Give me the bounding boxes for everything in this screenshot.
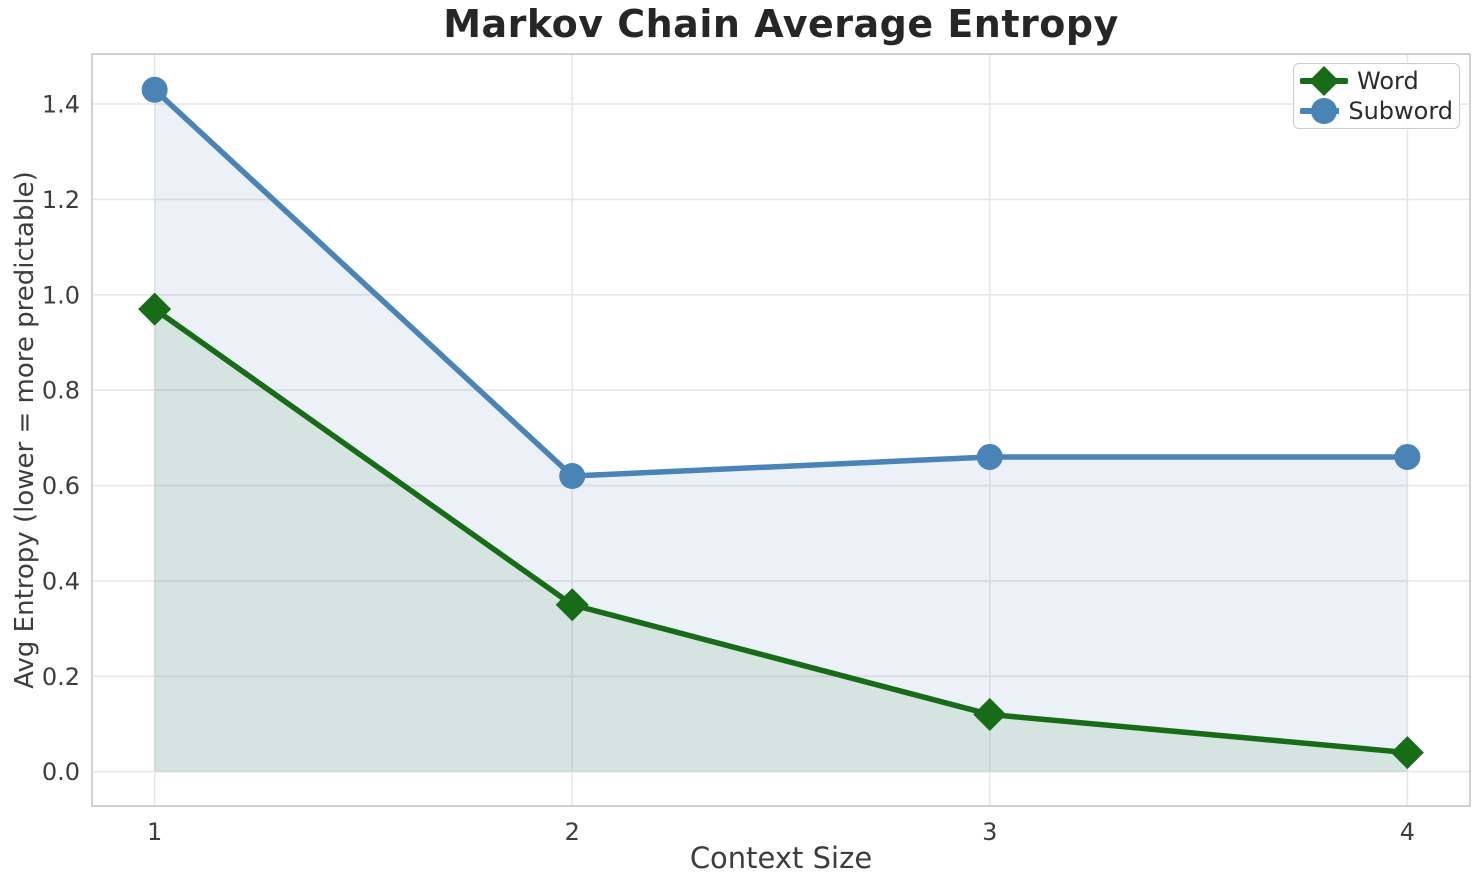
svg-text:0.0: 0.0 <box>42 758 80 786</box>
subword-area-fill <box>154 89 1408 772</box>
word-markers <box>138 292 1424 770</box>
word-line <box>151 306 1411 756</box>
subword-data-point <box>1394 443 1421 470</box>
x-tick-labels: 1 2 3 4 <box>147 818 1415 846</box>
y-axis-label: Avg Entropy (lower = more predictable) <box>10 171 40 689</box>
subword-data-point <box>141 76 168 103</box>
chart-title: Markov Chain Average Entropy <box>443 2 1119 46</box>
subword-circle-legend-icon <box>1300 98 1340 124</box>
subword-data-point <box>976 443 1003 470</box>
legend-item-word: Word <box>1300 66 1453 96</box>
word-area-fill <box>154 309 1408 772</box>
legend: Word Subword <box>1293 63 1460 129</box>
word-data-point <box>138 292 172 326</box>
svg-text:4: 4 <box>1400 818 1415 846</box>
x-axis-label: Context Size <box>689 841 873 875</box>
word-data-point <box>1390 736 1424 770</box>
subword-line <box>151 87 1411 479</box>
svg-text:3: 3 <box>982 818 997 846</box>
gridlines <box>92 54 1470 806</box>
svg-text:2: 2 <box>565 818 580 846</box>
svg-text:1.2: 1.2 <box>42 186 80 214</box>
subword-data-point <box>559 463 586 490</box>
legend-item-label: Subword <box>1348 97 1453 125</box>
legend-item-label: Word <box>1357 67 1419 95</box>
word-data-point <box>555 588 589 622</box>
svg-text:1.4: 1.4 <box>42 91 80 119</box>
legend-item-subword: Subword <box>1300 96 1453 126</box>
svg-text:0.8: 0.8 <box>42 377 80 405</box>
svg-text:0.4: 0.4 <box>42 567 80 595</box>
svg-text:1.0: 1.0 <box>42 281 80 309</box>
y-tick-labels: 0.0 0.2 0.4 0.6 0.8 1.0 1.2 1.4 <box>42 91 80 787</box>
svg-text:0.6: 0.6 <box>42 472 80 500</box>
plot-border <box>91 53 1471 807</box>
svg-text:0.2: 0.2 <box>42 663 80 691</box>
svg-text:1: 1 <box>147 818 162 846</box>
word-diamond-legend-icon <box>1300 66 1348 96</box>
word-data-point <box>973 697 1007 731</box>
subword-markers <box>141 76 1421 490</box>
